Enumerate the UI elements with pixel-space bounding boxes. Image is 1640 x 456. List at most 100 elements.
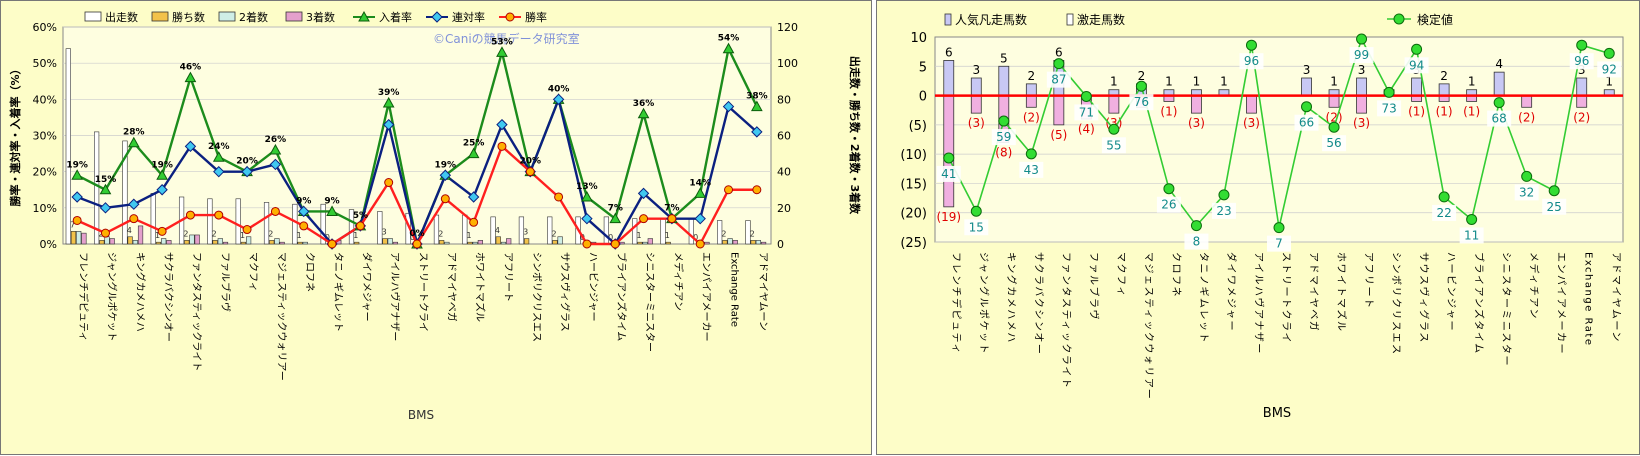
point-label: 9% bbox=[324, 196, 339, 206]
bar-value-label: 2 bbox=[268, 229, 273, 238]
bar-value-label: 2 bbox=[721, 229, 726, 238]
bar-top-label: 6 bbox=[945, 45, 953, 59]
series-point bbox=[1548, 185, 1560, 197]
legend-label: 勝率 bbox=[525, 10, 547, 24]
series-point bbox=[1411, 43, 1423, 55]
category-label: マクフィ bbox=[247, 252, 259, 292]
series-point bbox=[552, 93, 565, 106]
bar-top-label: 1 bbox=[1110, 75, 1118, 89]
point-label: 32 bbox=[1519, 185, 1534, 199]
bar-1 bbox=[377, 211, 383, 245]
category-label: メディチアン bbox=[1528, 252, 1541, 320]
category-label: アイルハヴアナザー bbox=[1252, 252, 1265, 355]
left-axis-tick-label: 30% bbox=[33, 130, 57, 143]
point-label: 96 bbox=[1244, 54, 1259, 68]
bar-popular-failed bbox=[1301, 77, 1312, 96]
bar-popular-failed bbox=[943, 60, 955, 96]
bar-top-label: 1 bbox=[1193, 75, 1201, 89]
bar-2 bbox=[240, 241, 247, 245]
point-label: 54% bbox=[718, 34, 740, 44]
point-label-box bbox=[991, 129, 1016, 146]
legend-label: 激走馬数 bbox=[1077, 12, 1125, 27]
right-axis-tick-label: 120 bbox=[777, 21, 798, 34]
series-point bbox=[1218, 189, 1230, 201]
category-label: キングカメハメハ bbox=[1005, 252, 1018, 344]
point-label: 66 bbox=[1299, 116, 1314, 130]
series-point bbox=[269, 143, 282, 155]
point-label: 46% bbox=[180, 63, 202, 73]
series-point bbox=[1438, 191, 1450, 203]
point-label-box bbox=[1184, 233, 1209, 250]
legend-marker bbox=[358, 10, 370, 22]
bar-2 bbox=[382, 238, 388, 245]
series-point bbox=[496, 46, 508, 57]
series-point bbox=[1108, 123, 1120, 135]
bar-value-label: 2 bbox=[212, 229, 217, 238]
y-axis-tick-label: 0 bbox=[919, 90, 927, 105]
bar-value-label: 0 bbox=[410, 233, 415, 242]
category-label: シンボリクリスエス bbox=[530, 252, 542, 342]
series-point bbox=[412, 239, 422, 249]
point-label: 99 bbox=[1354, 48, 1369, 62]
bar-bottom-label: (1) bbox=[1160, 104, 1177, 118]
bar-value-label: 1 bbox=[297, 231, 302, 240]
bar-surprise-runner bbox=[1576, 95, 1588, 108]
bar-4 bbox=[760, 241, 767, 245]
point-label: 59 bbox=[996, 130, 1011, 144]
point-label: 22 bbox=[1436, 206, 1451, 220]
bar-surprise-runner bbox=[943, 95, 955, 208]
series-point bbox=[1273, 222, 1285, 234]
category-label: ハービンジャー bbox=[587, 252, 599, 322]
bar-1 bbox=[490, 216, 496, 245]
bar-1 bbox=[745, 220, 751, 245]
category-label: アドマイヤベガ bbox=[445, 252, 457, 322]
category-label: サウスヴィグラス bbox=[559, 252, 572, 332]
series-point bbox=[469, 217, 479, 227]
bar-value-label: 0 bbox=[693, 233, 698, 242]
series-point bbox=[1053, 58, 1065, 70]
series-point bbox=[1080, 90, 1092, 102]
legend-label: 出走数 bbox=[105, 10, 138, 24]
series-point bbox=[497, 141, 507, 151]
bar-surprise-runner bbox=[1328, 95, 1340, 108]
series-point bbox=[943, 152, 955, 164]
right-chart: 10 5 0 (5) (10) (15) (20) (25) 6 (19) 3 (3) 5 (8) 2 (2)… bbox=[900, 12, 1624, 421]
bar-1 bbox=[65, 48, 71, 245]
bar-surprise-runner bbox=[1356, 95, 1367, 114]
series-point bbox=[694, 212, 706, 225]
series-point bbox=[100, 228, 110, 238]
category-label: ハービンジャー bbox=[1445, 252, 1457, 332]
bar-value-label: 4 bbox=[495, 226, 500, 235]
legend-swatch bbox=[944, 13, 952, 26]
series-point bbox=[1025, 148, 1037, 160]
category-label: サウスヴィグラス bbox=[1418, 252, 1431, 344]
category-label: ブライアンズタイム bbox=[615, 252, 628, 341]
category-label: クロフネ bbox=[304, 252, 316, 292]
series-point bbox=[298, 205, 310, 218]
point-label: 13% bbox=[576, 182, 598, 192]
series-point bbox=[270, 206, 280, 216]
plot-area bbox=[934, 36, 1624, 243]
point-label: 7% bbox=[664, 204, 679, 214]
bar-popular-failed bbox=[1411, 77, 1422, 96]
bar-top-label: 2 bbox=[1440, 69, 1448, 83]
left-chart-panel: 0% 10% 20% 30% 40% 50% 60% 0 20 40 60 80 100 120 7 2 4 1 2… bbox=[0, 0, 872, 455]
point-label-box bbox=[1514, 184, 1539, 201]
bar-value-label: 1 bbox=[665, 231, 670, 240]
series-point bbox=[128, 198, 140, 210]
series-point bbox=[639, 214, 649, 224]
y-axis-tick-label: (5) bbox=[909, 119, 927, 134]
bar-popular-failed bbox=[1025, 83, 1037, 96]
bar-bottom-label: (3) bbox=[968, 116, 985, 130]
series-point bbox=[157, 226, 167, 236]
point-label-box bbox=[1487, 110, 1512, 127]
bar-2 bbox=[99, 240, 105, 245]
series-point bbox=[99, 183, 112, 195]
bar-1 bbox=[235, 198, 241, 245]
category-label: アフリート bbox=[502, 252, 513, 302]
bar-4 bbox=[137, 225, 144, 245]
point-label: 7% bbox=[608, 204, 623, 214]
right-axis-tick-label: 40 bbox=[777, 166, 791, 179]
series-point bbox=[1328, 121, 1340, 133]
bar-top-label: 1 bbox=[1605, 75, 1613, 89]
